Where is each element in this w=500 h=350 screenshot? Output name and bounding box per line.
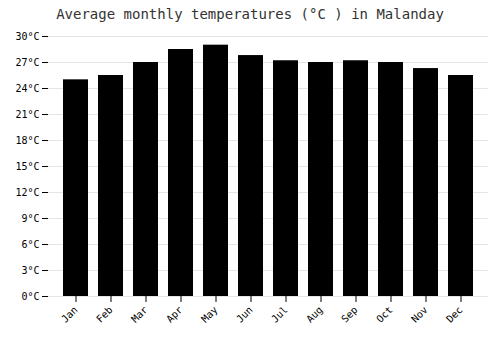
svg-text:Jan: Jan [59, 304, 80, 325]
svg-text:21°C: 21°C [15, 109, 39, 120]
svg-text:Jul: Jul [269, 304, 290, 325]
svg-text:Aug: Aug [304, 304, 325, 325]
svg-text:12°C: 12°C [15, 187, 39, 198]
svg-text:Nov: Nov [409, 304, 430, 325]
svg-text:15°C: 15°C [15, 161, 39, 172]
svg-text:3°C: 3°C [21, 265, 39, 276]
svg-text:6°C: 6°C [21, 239, 39, 250]
svg-text:24°C: 24°C [15, 83, 39, 94]
svg-text:Feb: Feb [94, 304, 115, 325]
svg-text:30°C: 30°C [15, 31, 39, 42]
html-text:Average monthly temperatures (: Average monthly temperatures (°C ) in Ma… [56, 6, 444, 22]
svg-text:0°C: 0°C [21, 291, 39, 302]
svg-text:27°C: 27°C [15, 57, 39, 68]
svg-text:Oct: Oct [374, 304, 395, 325]
svg-text:Sep: Sep [339, 304, 360, 325]
svg-text:Jun: Jun [234, 304, 255, 325]
svg-text:Dec: Dec [444, 304, 465, 325]
svg-text:9°C: 9°C [21, 213, 39, 224]
svg-text:18°C: 18°C [15, 135, 39, 146]
svg-text:May: May [199, 304, 220, 325]
svg-text:Apr: Apr [164, 304, 185, 325]
svg-text:Mar: Mar [129, 304, 150, 325]
